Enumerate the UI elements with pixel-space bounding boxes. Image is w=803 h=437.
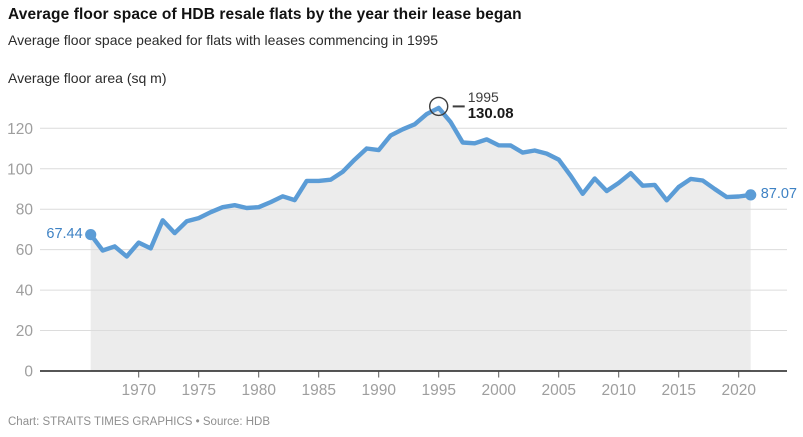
end-value-label: 87.07 bbox=[760, 185, 797, 202]
x-tick-label: 2015 bbox=[661, 382, 695, 399]
peak-annotation-year: 1995 bbox=[467, 89, 499, 106]
data-line bbox=[88, 105, 753, 259]
y-tick-label: 0 bbox=[24, 364, 33, 381]
start-value-label: 67.44 bbox=[46, 225, 83, 242]
x-tick-label: 2010 bbox=[601, 382, 636, 399]
y-tick-label: 40 bbox=[16, 283, 34, 300]
x-tick-label: 2005 bbox=[541, 382, 575, 399]
y-tick-label: 20 bbox=[16, 323, 34, 340]
y-tick-label: 80 bbox=[16, 202, 34, 219]
start-point-dot bbox=[85, 229, 97, 241]
chart-title: Average floor space of HDB resale flats … bbox=[8, 6, 522, 23]
x-tick-label: 1995 bbox=[421, 382, 455, 399]
y-axis-title: Average floor area (sq m) bbox=[8, 70, 167, 86]
source-credit: Chart: STRAITS TIMES GRAPHICS • Source: … bbox=[8, 416, 270, 428]
y-tick-label: 120 bbox=[7, 121, 33, 138]
peak-marker-circle bbox=[429, 96, 449, 117]
chart-subtitle: Average floor space peaked for flats wit… bbox=[8, 32, 439, 48]
area-fill bbox=[90, 107, 751, 372]
x-tick-label: 1980 bbox=[241, 382, 276, 399]
y-tick-label: 60 bbox=[16, 242, 34, 259]
x-tick-label: 2000 bbox=[481, 382, 516, 399]
x-tick-label: 1975 bbox=[181, 382, 215, 399]
x-tick-label: 1985 bbox=[301, 382, 335, 399]
peak-annotation-value: 130.08 bbox=[467, 105, 514, 123]
x-tick-label: 1990 bbox=[361, 382, 396, 399]
x-tick-label: 2020 bbox=[721, 382, 756, 399]
x-tick-label: 1970 bbox=[121, 382, 156, 399]
y-tick-label: 100 bbox=[7, 161, 33, 178]
end-point-dot bbox=[745, 189, 757, 201]
